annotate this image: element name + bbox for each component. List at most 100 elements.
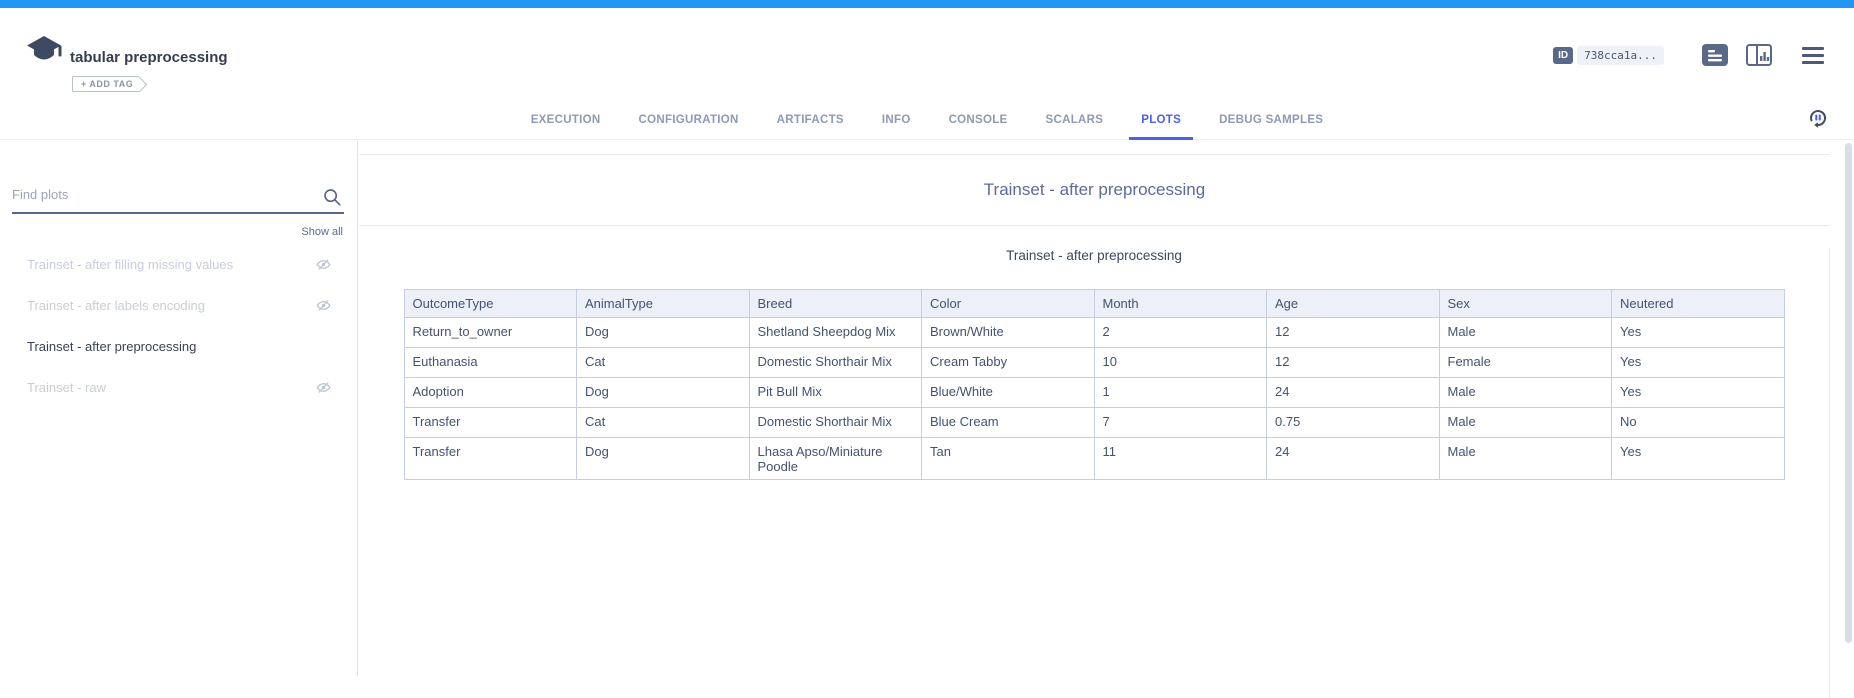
table-cell: 10 xyxy=(1093,347,1267,378)
tab-info[interactable]: INFO xyxy=(881,114,911,126)
table-cell: Dog xyxy=(576,377,750,408)
header: tabular preprocessing + ADD TAG ID 738cc… xyxy=(0,8,1854,140)
table-cell: Male xyxy=(1438,377,1612,408)
table-cell: 24 xyxy=(1266,377,1440,408)
table-cell: Brown/White xyxy=(921,317,1095,348)
table-cell: Cat xyxy=(576,407,750,438)
table-cell: Male xyxy=(1438,437,1612,480)
table-cell: Male xyxy=(1438,407,1612,438)
table-cell: Shetland Sheepdog Mix xyxy=(748,317,922,348)
tab-execution[interactable]: EXECUTION xyxy=(530,114,601,126)
table-header-cell: Age xyxy=(1266,289,1440,318)
vertical-scrollbar[interactable] xyxy=(1845,143,1852,643)
plot-list-item[interactable]: Trainset - after filling missing values xyxy=(0,244,357,285)
table-cell: 24 xyxy=(1266,437,1440,480)
plot-list-item-selected[interactable]: Trainset - after preprocessing xyxy=(0,326,357,367)
plot-table: OutcomeType AnimalType Breed Color Month… xyxy=(403,289,1785,480)
table-header-cell: Breed xyxy=(748,289,922,318)
plot-item-label: Trainset - raw xyxy=(27,380,106,395)
plot-list: Trainset - after filling missing values … xyxy=(0,244,357,408)
content-area: Show all Trainset - after filling missin… xyxy=(0,141,1854,698)
table-cell: Blue Cream xyxy=(921,407,1095,438)
table-cell: Tan xyxy=(921,437,1095,480)
table-cell: No xyxy=(1611,407,1785,438)
table-header-cell: OutcomeType xyxy=(403,289,577,318)
search-field xyxy=(12,183,344,214)
table-row: Transfer Dog Lhasa Apso/Miniature Poodle… xyxy=(403,437,1785,480)
table-cell: Blue/White xyxy=(921,377,1095,408)
table-cell: Male xyxy=(1438,317,1612,348)
eye-slash-icon[interactable] xyxy=(316,298,331,313)
table-header-cell: AnimalType xyxy=(576,289,750,318)
table-row: Euthanasia Cat Domestic Shorthair Mix Cr… xyxy=(403,347,1785,378)
split-panel-icon[interactable] xyxy=(1746,44,1772,66)
table-cell: Yes xyxy=(1611,347,1785,378)
table-cell: 12 xyxy=(1266,317,1440,348)
table-cell: Cream Tabby xyxy=(921,347,1095,378)
table-row: Transfer Cat Domestic Shorthair Mix Blue… xyxy=(403,407,1785,438)
table-header-cell: Sex xyxy=(1438,289,1612,318)
search-icon[interactable] xyxy=(322,187,342,212)
table-cell: 0.75 xyxy=(1266,407,1440,438)
plot-card-header: Trainset - after preprocessing xyxy=(359,155,1830,226)
table-cell: Female xyxy=(1438,347,1612,378)
table-header-cell: Month xyxy=(1093,289,1267,318)
plot-card-title: Trainset - after preprocessing xyxy=(983,180,1206,199)
table-cell: 2 xyxy=(1093,317,1267,348)
id-value[interactable]: 738cca1a... xyxy=(1577,45,1664,65)
eye-slash-icon[interactable] xyxy=(316,257,331,272)
plots-sidebar: Show all Trainset - after filling missin… xyxy=(0,141,358,676)
plot-list-item[interactable]: Trainset - raw xyxy=(0,367,357,408)
table-header-cell: Neutered xyxy=(1611,289,1785,318)
chart-title: Trainset - after preprocessing xyxy=(1006,248,1182,263)
table-cell: Dog xyxy=(576,317,750,348)
eye-slash-icon[interactable] xyxy=(316,380,331,395)
table-cell: Cat xyxy=(576,347,750,378)
table-cell: Pit Bull Mix xyxy=(748,377,922,408)
tab-scalars[interactable]: SCALARS xyxy=(1045,114,1104,126)
plot-card: Trainset - after preprocessing Trainset … xyxy=(359,154,1830,698)
details-icon[interactable] xyxy=(1702,44,1728,66)
plot-list-item[interactable]: Trainset - after labels encoding xyxy=(0,285,357,326)
table-header-row: OutcomeType AnimalType Breed Color Month… xyxy=(403,289,1785,318)
plot-panel: Trainset - after preprocessing Trainset … xyxy=(359,141,1854,698)
table-cell: 11 xyxy=(1093,437,1267,480)
table-cell: Euthanasia xyxy=(403,347,577,378)
tab-bar: EXECUTION CONFIGURATION ARTIFACTS INFO C… xyxy=(0,98,1854,140)
table-header-cell: Color xyxy=(921,289,1095,318)
id-badge: ID xyxy=(1553,46,1574,64)
hamburger-menu-icon[interactable] xyxy=(1802,46,1824,64)
table-cell: Transfer xyxy=(403,437,577,480)
table-cell: 12 xyxy=(1266,347,1440,378)
search-input[interactable] xyxy=(12,183,318,206)
table-cell: Yes xyxy=(1611,377,1785,408)
table-cell: Transfer xyxy=(403,407,577,438)
table-cell: Lhasa Apso/Miniature Poodle xyxy=(748,437,922,480)
tab-console[interactable]: CONSOLE xyxy=(948,114,1008,126)
top-status-bar xyxy=(0,0,1854,8)
tab-artifacts[interactable]: ARTIFACTS xyxy=(776,114,844,126)
table-cell: Yes xyxy=(1611,317,1785,348)
table-cell: Domestic Shorthair Mix xyxy=(748,407,922,438)
auto-refresh-icon[interactable] xyxy=(1806,106,1830,135)
experiment-id: ID 738cca1a... xyxy=(1553,45,1664,65)
table-cell: Adoption xyxy=(403,377,577,408)
plot-item-label: Trainset - after labels encoding xyxy=(27,298,206,313)
add-tag-button[interactable]: + ADD TAG xyxy=(72,76,140,92)
tab-configuration[interactable]: CONFIGURATION xyxy=(638,114,739,126)
table-cell: Domestic Shorthair Mix xyxy=(748,347,922,378)
header-actions: ID 738cca1a... xyxy=(1553,44,1824,66)
plot-card-body: Trainset - after preprocessing OutcomeTy… xyxy=(359,248,1830,698)
table-row: Adoption Dog Pit Bull Mix Blue/White 1 2… xyxy=(403,377,1785,408)
tab-plots[interactable]: PLOTS xyxy=(1129,102,1194,140)
table-row: Return_to_owner Dog Shetland Sheepdog Mi… xyxy=(403,317,1785,348)
table-cell: Yes xyxy=(1611,437,1785,480)
table-cell: Dog xyxy=(576,437,750,480)
clearml-logo-icon xyxy=(26,35,64,74)
page-title: tabular preprocessing xyxy=(70,49,228,66)
show-all-link[interactable]: Show all xyxy=(301,226,343,238)
tab-debug-samples[interactable]: DEBUG SAMPLES xyxy=(1219,114,1324,126)
table-cell: Return_to_owner xyxy=(403,317,577,348)
plot-item-label: Trainset - after filling missing values xyxy=(27,257,234,272)
table-cell: 7 xyxy=(1093,407,1267,438)
